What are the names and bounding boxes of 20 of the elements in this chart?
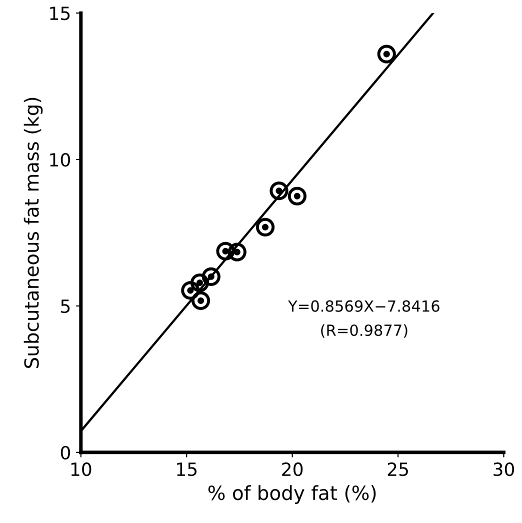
point: [256, 218, 275, 236]
x-axis-title: % of body fat (%): [208, 485, 376, 504]
y-tick-label: 15: [50, 6, 70, 20]
point: [228, 242, 246, 262]
x-tick-label: 25: [388, 462, 408, 476]
y-tick-label: 10: [50, 152, 70, 167]
x-tick-label: 20: [282, 462, 303, 476]
point: [288, 186, 306, 206]
x-tick-label: 10: [71, 462, 92, 476]
x-tick-label: 15: [177, 462, 197, 476]
point: [377, 44, 396, 64]
annotation: Y=0.8569X−7.8416: [288, 300, 440, 312]
x-tick-label: 30: [494, 462, 514, 476]
point: [190, 274, 210, 292]
point: [191, 291, 210, 310]
y-axis-title: Subcutaneous fat mass (kg): [24, 98, 43, 368]
point: [270, 182, 288, 200]
annotation: (R=0.9877): [321, 324, 408, 338]
y-tick-label: 5: [61, 300, 70, 314]
y-tick-label: 0: [60, 446, 70, 460]
